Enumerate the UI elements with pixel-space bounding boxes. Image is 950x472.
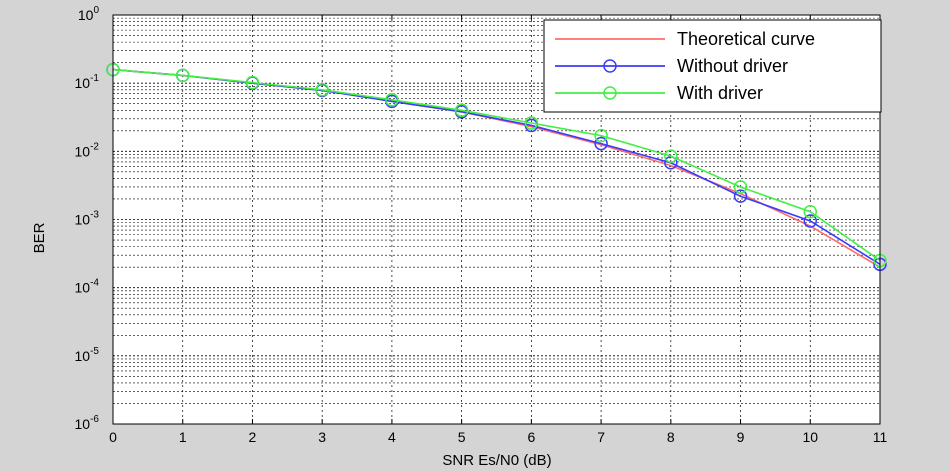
data-point [524, 116, 539, 130]
legend-item: Theoretical curve [555, 29, 815, 49]
plot-border [112, 14, 881, 425]
y-tick-label: 10-3 [75, 210, 100, 228]
data-point [733, 189, 748, 203]
data-point [733, 180, 748, 194]
data-point [803, 214, 818, 228]
y-tick-label: 10-4 [75, 278, 100, 296]
y-tick-label: 10-1 [75, 73, 100, 91]
y-tick-label: 10-6 [75, 414, 100, 432]
x-tick-label: 2 [249, 429, 257, 445]
x-tick-label: 6 [527, 429, 535, 445]
y-axis-label: BER [31, 222, 48, 253]
data-point [594, 136, 608, 151]
data-point [385, 93, 399, 107]
legend-marker [603, 59, 617, 73]
series-line [112, 68, 881, 262]
data-point [454, 103, 469, 118]
x-tick-label: 10 [802, 429, 818, 445]
data-point [803, 204, 818, 219]
x-tick-label: 1 [179, 429, 187, 445]
y-tick-label: 10-5 [75, 346, 100, 364]
legend-item: With driver [555, 83, 763, 103]
x-tick-label: 11 [873, 429, 888, 445]
legend-item: Without driver [555, 56, 788, 76]
x-tick-label: 5 [458, 429, 466, 445]
y-tick-label: 10-2 [75, 141, 100, 159]
x-tick-label: 7 [597, 429, 605, 445]
y-tick-label: 100 [78, 5, 100, 23]
grid [112, 15, 881, 424]
x-tick-label: 3 [318, 429, 326, 445]
data-point [245, 75, 260, 90]
legend-label: Theoretical curve [677, 29, 815, 49]
data-point [594, 128, 608, 143]
data-point [315, 83, 329, 97]
y-tick-labels: 100 10-1 10-2 10-3 10-4 10-5 10-6 [75, 5, 100, 432]
legend: Theoretical curve Without driver With driv… [543, 19, 882, 113]
x-tick-labels: 0 1 2 3 4 5 6 7 8 9 10 11 [109, 429, 887, 445]
x-tick-label: 0 [109, 429, 117, 445]
data-point [664, 149, 678, 163]
x-axis-label: SNR Es/N0 (dB) [442, 452, 551, 469]
x-tick-label: 9 [737, 429, 745, 445]
data-point [175, 68, 190, 83]
legend-marker [603, 86, 617, 100]
series-layer [106, 62, 887, 272]
x-tick-label: 4 [388, 429, 396, 445]
x-tick-label: 8 [667, 429, 675, 445]
legend-label: With driver [677, 83, 763, 103]
legend-label: Without driver [677, 56, 788, 76]
